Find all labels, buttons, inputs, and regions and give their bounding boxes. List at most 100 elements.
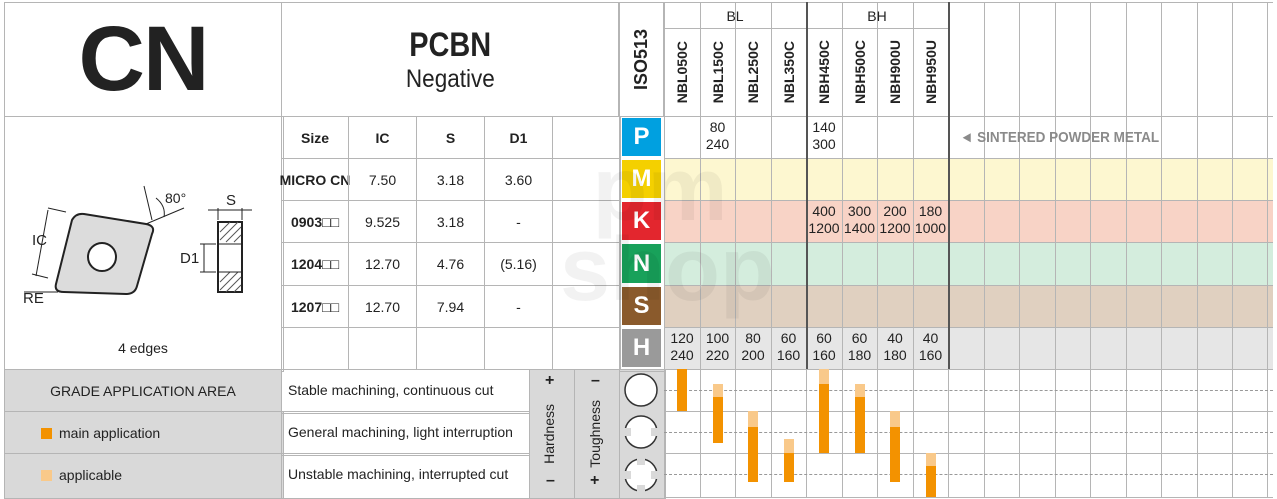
grade-name: NBL150C	[709, 40, 726, 104]
iso-p-badge: P	[622, 118, 661, 156]
material-row-bg	[664, 158, 1273, 200]
grade-header-nbl150c: NBL150C	[700, 30, 735, 114]
cutting-speed-p: 80 240	[705, 119, 730, 152]
cutting-speed-k: 180 1000	[914, 203, 947, 236]
dims-cell	[281, 327, 349, 370]
grid-row-line	[664, 116, 1273, 117]
dims-cell: 7.50	[348, 158, 417, 201]
dims-cell	[484, 327, 553, 370]
grid-row-line	[664, 200, 1273, 201]
dims-header-label: D1	[509, 129, 528, 146]
dims-value: -	[516, 213, 521, 230]
dims-value: (5.16)	[500, 256, 537, 272]
insert-side-view	[217, 221, 243, 293]
toughness-minus: –	[591, 372, 600, 389]
iso-h-badge: H	[622, 329, 661, 367]
dims-header-cell: Size	[281, 116, 349, 159]
material-row-bg	[664, 116, 1273, 158]
cutting-speed-k: 400 1200	[808, 203, 840, 236]
grade-header-nbh450c: NBH450C	[806, 30, 842, 114]
grade-name: NBH950U	[922, 40, 939, 104]
iso-header-cell: ISO513	[619, 2, 664, 117]
dims-header-label: IC	[375, 129, 390, 146]
grade-header-nbl250c: NBL250C	[735, 30, 771, 114]
sintered-note: ◄ SINTERED POWDER METAL	[960, 129, 1160, 146]
cutting-speed-h: 80 200	[741, 330, 765, 363]
dims-value: 3.18	[436, 171, 465, 188]
re-label: RE	[23, 290, 44, 307]
dims-value: 4.76	[436, 256, 465, 272]
dims-header-cell: IC	[348, 116, 417, 159]
grade-group-bl: BL	[726, 8, 744, 24]
dims-value: 0903□□	[290, 213, 340, 230]
material-row-bg	[664, 242, 1273, 285]
iso-m-badge: M	[622, 160, 661, 198]
cutting-speed-h: 100 220	[705, 330, 730, 363]
grade-header-nbh900u: NBH900U	[877, 30, 913, 114]
dims-cell: (5.16)	[484, 242, 553, 286]
grid-row-line	[664, 242, 1273, 243]
edges-label: 4 edges	[118, 340, 168, 356]
cutting-speed-k: 200 1200	[879, 203, 911, 236]
dims-value: -	[516, 298, 521, 315]
dims-header-label: S	[445, 129, 456, 146]
iso-letter: P	[633, 123, 650, 150]
grid-row-line	[664, 158, 1273, 159]
grid-row-line	[664, 453, 1273, 454]
dims-cell: 1204□□	[281, 242, 349, 286]
toughness-label: Toughness	[587, 400, 603, 468]
ic-label: IC	[32, 232, 47, 249]
dims-header-cell	[552, 116, 621, 159]
insert-diagram	[24, 185, 252, 296]
dims-cell: -	[484, 285, 553, 328]
grade-name: NBL050C	[674, 40, 690, 104]
grid-row-line	[664, 327, 1273, 328]
dims-value: 3.60	[504, 171, 533, 188]
series-title: CN	[78, 8, 210, 110]
dims-value: 3.18	[436, 213, 465, 230]
continuous-cut-icon	[624, 373, 658, 407]
dims-value: 12.70	[364, 256, 401, 272]
dims-cell: 4.76	[416, 242, 485, 286]
cutting-speed-p: 140 300	[812, 119, 836, 152]
dims-cell	[552, 285, 621, 328]
application-title: GRADE APPLICATION AREA	[50, 382, 236, 399]
hardness-minus: –	[546, 472, 555, 489]
grid-column-line	[1055, 2, 1090, 497]
dims-cell: 12.70	[348, 285, 417, 328]
grade-name: NBH450C	[816, 40, 832, 104]
application-title-cell: GRADE APPLICATION AREA	[4, 369, 282, 412]
dims-cell	[552, 158, 621, 201]
legend-main-label: main application	[59, 425, 161, 441]
main-application-bar	[712, 397, 723, 444]
hardness-plus: +	[545, 372, 555, 389]
grade-name: NBL350C	[780, 40, 797, 104]
dims-value: MICRO CN	[279, 171, 351, 188]
material-row-bg	[664, 327, 1273, 369]
dims-value: 7.50	[368, 171, 397, 188]
grade-name: NBL250C	[745, 40, 761, 104]
dims-value: 7.94	[436, 298, 465, 315]
grade-header-nbl350c: NBL350C	[771, 30, 806, 114]
material-cell: PCBN Negative	[281, 2, 619, 117]
condition-label-1: Stable machining, continuous cut	[288, 382, 494, 398]
dims-cell	[552, 242, 621, 286]
grade-group-bh: BH	[867, 8, 887, 24]
application-dash-line	[664, 432, 1273, 433]
d1-label: D1	[180, 250, 200, 267]
cutting-speed-h: 40 180	[883, 330, 907, 363]
material-row-bg	[664, 200, 1273, 242]
dims-header-cell: S	[416, 116, 485, 159]
grid-column-line	[771, 2, 806, 497]
application-dash-line	[664, 390, 1273, 391]
grid-column-line	[984, 2, 1019, 497]
cutting-speed-h: 60 160	[776, 330, 801, 363]
application-dash-line	[664, 474, 1273, 475]
dims-cell: MICRO CN	[279, 158, 351, 201]
dims-cell: 12.70	[348, 242, 417, 286]
dims-value: 9.525	[364, 213, 401, 230]
grid-row-line	[664, 369, 1273, 370]
grid-column-line	[1126, 2, 1161, 497]
hardness-cell	[529, 369, 577, 499]
main-application-bar	[890, 426, 900, 482]
